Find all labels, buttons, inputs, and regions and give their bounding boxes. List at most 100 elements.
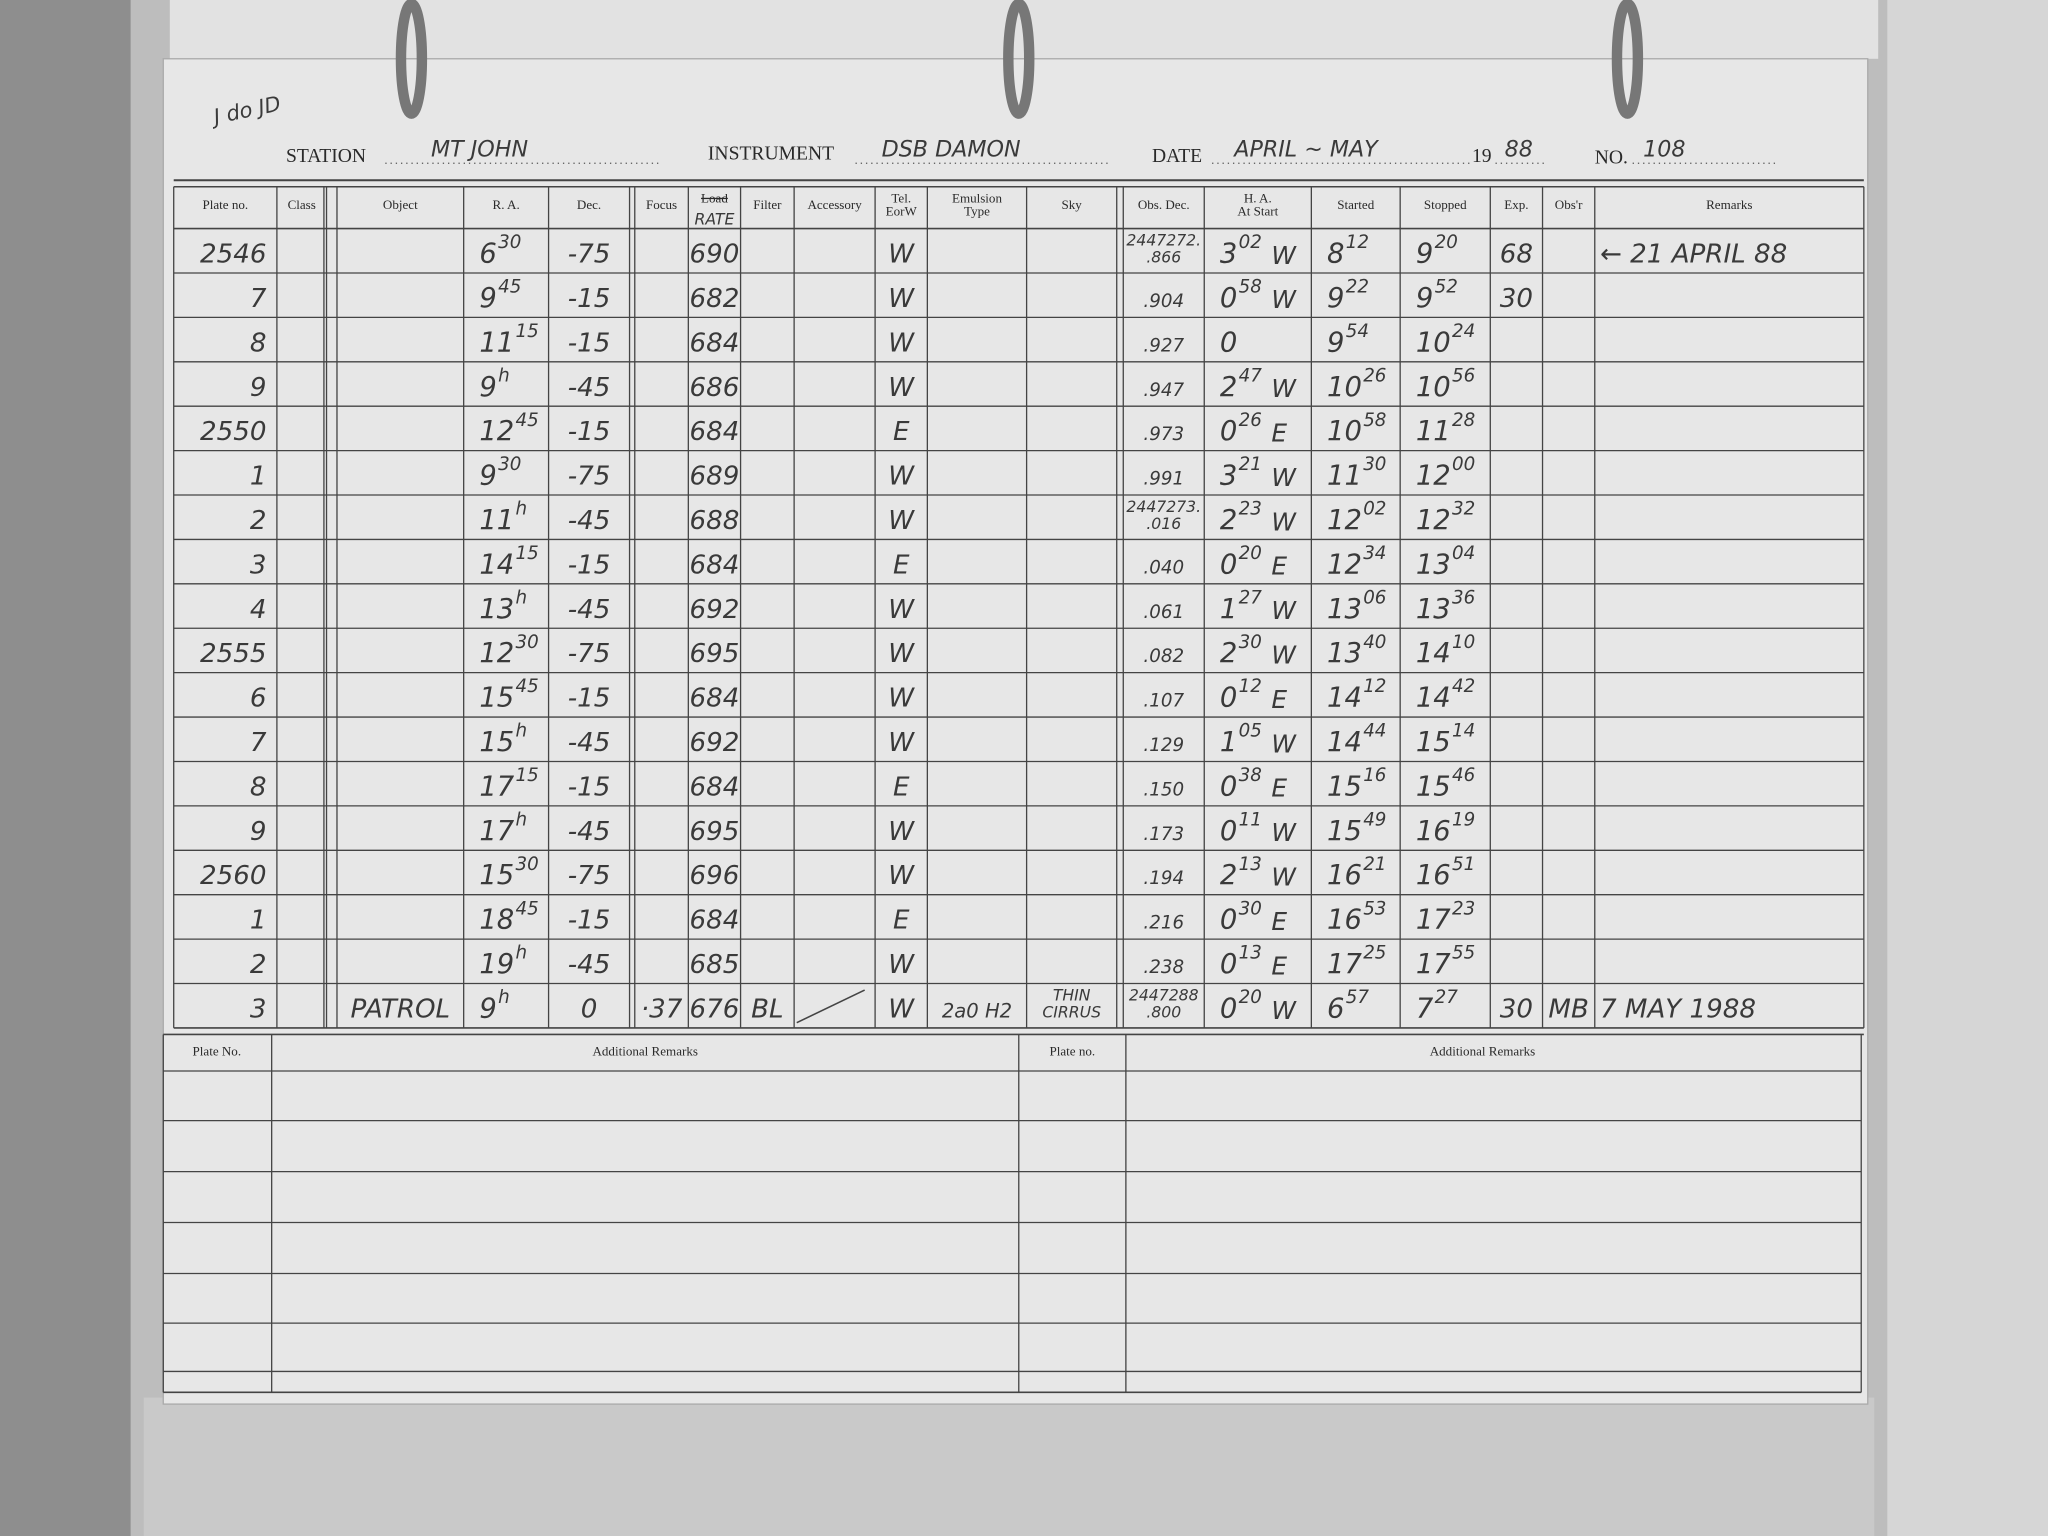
cell-plate: 4 (250, 595, 267, 625)
cell-object: PATROL (351, 994, 451, 1024)
cell-ra: 19 (479, 949, 514, 980)
cell-started-sup: 54 (1346, 321, 1369, 342)
cell-ha: 0 (1220, 283, 1237, 314)
cell-ra: 6 (479, 239, 496, 270)
cell-ha: 3 (1220, 461, 1237, 492)
ring (1611, 0, 1644, 119)
cell-plate: 2 (250, 506, 267, 536)
cell-ha-dir: W (1271, 641, 1297, 670)
column-header: Emulsion (952, 190, 1002, 205)
column-header: Started (1337, 197, 1374, 212)
cell-stopped-sup: 04 (1452, 543, 1475, 564)
cell-stopped-sup: 42 (1452, 676, 1475, 697)
column-header: Stopped (1424, 197, 1467, 212)
rings (395, 0, 1644, 119)
cell-ra-sup: h (498, 365, 510, 386)
cell-ra: 17 (479, 771, 514, 802)
cell-load: 688 (690, 506, 740, 536)
cell-load: 689 (690, 462, 740, 492)
cell-ha: 0 (1220, 549, 1237, 580)
cell-ha-sup: 13 (1239, 854, 1262, 875)
cell-ra: 9 (479, 461, 496, 492)
column-header: Object (383, 197, 418, 212)
cell-stopped-sup: 20 (1435, 232, 1458, 253)
cell-obs_dec: 2447288 (1129, 985, 1199, 1004)
cell-started-sup: 58 (1363, 410, 1386, 431)
cell-plate: 1 (250, 462, 267, 492)
cell-ha-dir: W (1271, 818, 1297, 847)
cell-load: 690 (690, 240, 740, 270)
cell-tel: W (888, 462, 915, 492)
cell-ra-sup: h (516, 499, 528, 520)
cell-dec: -45 (568, 506, 611, 536)
cell-load: 692 (690, 728, 740, 758)
cell-ra-sup: 15 (516, 543, 539, 564)
cell-stopped: 12 (1416, 461, 1451, 492)
cell-dec: -75 (568, 861, 611, 891)
cell-ha-sup: 58 (1239, 277, 1262, 298)
cell-stopped-sup: 46 (1452, 765, 1475, 786)
cell-obs_dec: .866 (1146, 248, 1181, 267)
cell-dec: -15 (568, 417, 611, 447)
cell-stopped-sup: 00 (1452, 454, 1475, 475)
cell-ra-sup: 45 (498, 277, 521, 298)
cell-exp: 30 (1500, 994, 1533, 1024)
cell-load: 692 (690, 595, 740, 625)
cell-started-sup: 22 (1346, 277, 1369, 298)
cell-dec: -15 (568, 772, 611, 802)
cell-started-sup: 16 (1363, 765, 1386, 786)
cell-ha-sup: 21 (1239, 454, 1262, 475)
cell-dec: -45 (568, 595, 611, 625)
cell-ra-sup: h (498, 987, 510, 1008)
cell-ra-sup: 45 (516, 410, 539, 431)
cell-tel: E (893, 417, 910, 447)
cell-tel: W (888, 595, 915, 625)
column-header: Filter (753, 197, 782, 212)
cell-ha-sup: 27 (1239, 587, 1263, 608)
cell-plate: 2550 (200, 417, 266, 447)
cell-obs_dec: .016 (1146, 514, 1181, 533)
cell-ha: 0 (1220, 905, 1237, 936)
ring (1003, 0, 1035, 119)
cell-emulsion: 2a0 H2 (942, 999, 1012, 1022)
cell-stopped-sup: 14 (1452, 721, 1475, 742)
cell-ha-dir: W (1271, 374, 1297, 403)
cell-dec: 0 (581, 994, 598, 1024)
column-header: Exp. (1504, 197, 1528, 212)
cell-started: 12 (1327, 505, 1362, 536)
column-header: Obs'r (1555, 197, 1583, 212)
cell-ha-dir: W (1271, 463, 1297, 492)
column-header: Class (288, 197, 316, 212)
cell-started: 10 (1327, 372, 1362, 403)
cell-ha-dir: E (1271, 907, 1287, 936)
cell-started: 12 (1327, 549, 1362, 580)
cell-load: 684 (690, 906, 740, 936)
cell-dec: -15 (568, 684, 611, 714)
cell-plate: 6 (250, 684, 267, 714)
cell-obs_dec: .194 (1143, 868, 1184, 889)
cell-tel: W (888, 728, 915, 758)
cell-exp: 30 (1500, 284, 1533, 314)
column-header: Type (964, 204, 990, 219)
cell-stopped: 16 (1416, 860, 1451, 891)
cell-started: 16 (1327, 905, 1362, 936)
cell-filter: BL (751, 994, 783, 1024)
instrument-label: INSTRUMENT (708, 143, 834, 164)
cell-ra-sup: 15 (516, 765, 539, 786)
column-header: RATE (694, 210, 734, 229)
cell-plate: 7 (250, 284, 267, 314)
cell-ra: 17 (479, 816, 514, 847)
cell-started: 10 (1327, 416, 1362, 447)
date: APRIL ~ MAY (1232, 137, 1379, 163)
cell-ha: 3 (1220, 239, 1237, 270)
column-header: Accessory (807, 197, 862, 212)
cell-tel: W (888, 506, 915, 536)
cell-stopped-sup: 19 (1452, 809, 1475, 830)
cell-started-sup: 02 (1363, 499, 1386, 520)
cell-stopped: 13 (1416, 549, 1451, 580)
cell-load: 686 (690, 373, 740, 403)
cell-ra: 11 (479, 505, 514, 536)
ring (395, 0, 428, 119)
cell-tel: W (888, 373, 915, 403)
